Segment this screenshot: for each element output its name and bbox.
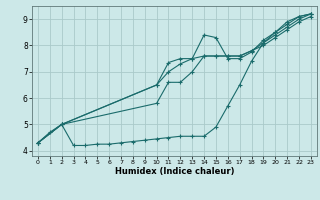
X-axis label: Humidex (Indice chaleur): Humidex (Indice chaleur) [115, 167, 234, 176]
